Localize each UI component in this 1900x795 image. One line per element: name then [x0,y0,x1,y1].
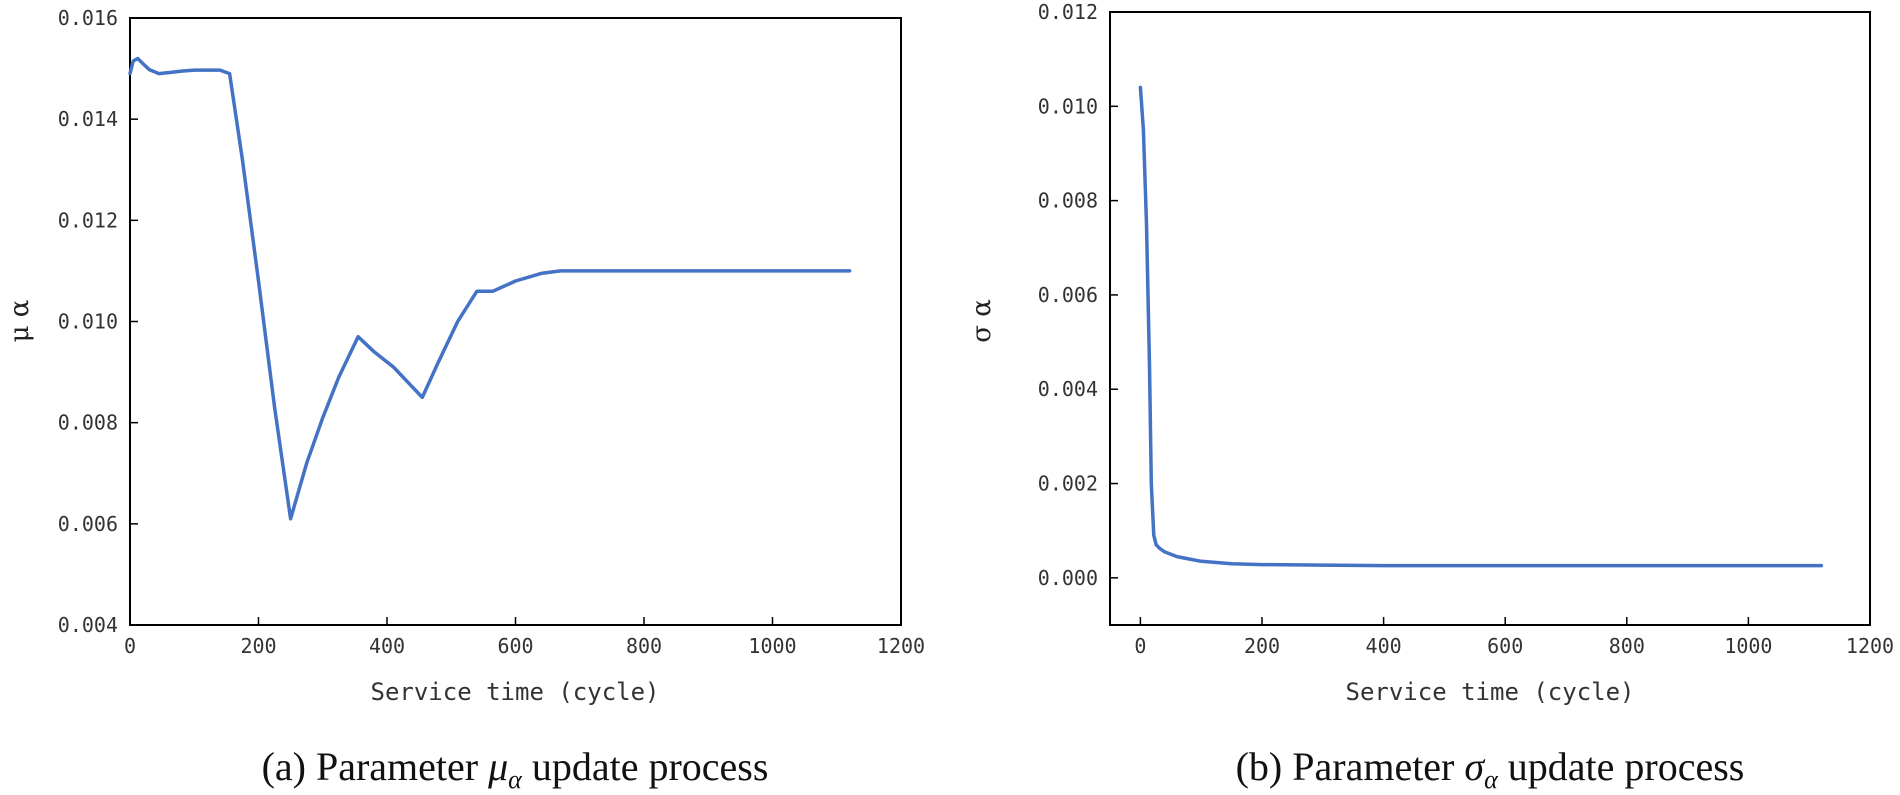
series-line-sigma-alpha [1138,85,1824,568]
caption-sigma-symbol: σ [1464,744,1485,789]
x-tick-label-mu: 400 [369,634,405,658]
y-tick-label-mu: 0.012 [58,208,118,232]
caption-sigma: (b) Parameter σα update process [1236,744,1745,794]
y-tick-label-mu: 0.004 [58,613,118,637]
y-tick-label-sigma: 0.004 [1038,377,1098,401]
x-tick-label-sigma: 1200 [1846,634,1894,658]
y-tick-label-mu: 0.014 [58,107,118,131]
y-tick-label-sigma: 0.000 [1038,566,1098,590]
caption-mu-suffix: update process [522,744,769,789]
caption-mu-symbol: μ [487,744,508,789]
plot-frame-sigma [1109,11,1871,626]
chart-panel-mu: 0 200 400 600 800 1000 1200 0.004 0.006 0.008 0.01… [5,6,925,794]
y-tick-label-sigma: 0.002 [1038,472,1098,496]
x-axis-label-sigma: Service time (cycle) [1346,678,1635,706]
y-tick-label-mu: 0.016 [58,6,118,30]
y-tick-label-sigma: 0.006 [1038,283,1098,307]
y-axis-label-mu: μ α [5,300,35,343]
x-axis-label-mu: Service time (cycle) [371,678,660,706]
x-tick-label-sigma: 800 [1609,634,1645,658]
x-tick-label-mu: 800 [626,634,662,658]
plot-frame-mu [129,17,902,626]
y-tick-label-sigma: 0.012 [1038,0,1098,24]
x-tick-label-sigma: 200 [1244,634,1280,658]
caption-sigma-prefix: (b) Parameter [1236,744,1465,789]
x-tick-label-mu: 1000 [748,634,796,658]
x-tick-label-mu: 1200 [877,634,925,658]
y-tick-label-mu: 0.008 [58,411,118,435]
x-tick-label-sigma: 400 [1366,634,1402,658]
caption-mu: (a) Parameter μα update process [262,744,769,794]
caption-mu-subscript: α [508,765,523,794]
y-tick-label-mu: 0.010 [58,310,118,334]
y-tick-label-mu: 0.006 [58,512,118,536]
caption-sigma-subscript: α [1484,765,1499,794]
y-tick-label-sigma: 0.010 [1038,94,1098,118]
x-tick-label-sigma: 0 [1134,634,1146,658]
x-tick-label-mu: 200 [240,634,276,658]
x-tick-label-mu: 600 [497,634,533,658]
x-tick-label-sigma: 600 [1487,634,1523,658]
x-tick-label-mu: 0 [124,634,136,658]
y-axis-label-sigma: σ α [967,299,997,343]
y-tick-label-sigma: 0.008 [1038,189,1098,213]
caption-mu-prefix: (a) Parameter [262,744,489,789]
chart-panel-sigma: 0 200 400 600 800 1000 1200 0.000 0.002 0.004 0.00… [967,0,1894,794]
x-tick-label-sigma: 1000 [1724,634,1772,658]
series-line-mu-alpha [128,56,852,521]
tick-group-sigma: 0 200 400 600 800 1000 1200 0.000 0.002 0.004 0.00… [1038,0,1894,658]
tick-group-mu: 0 200 400 600 800 1000 1200 0.004 0.006 0.008 0.01… [58,6,925,658]
caption-sigma-suffix: update process [1498,744,1745,789]
